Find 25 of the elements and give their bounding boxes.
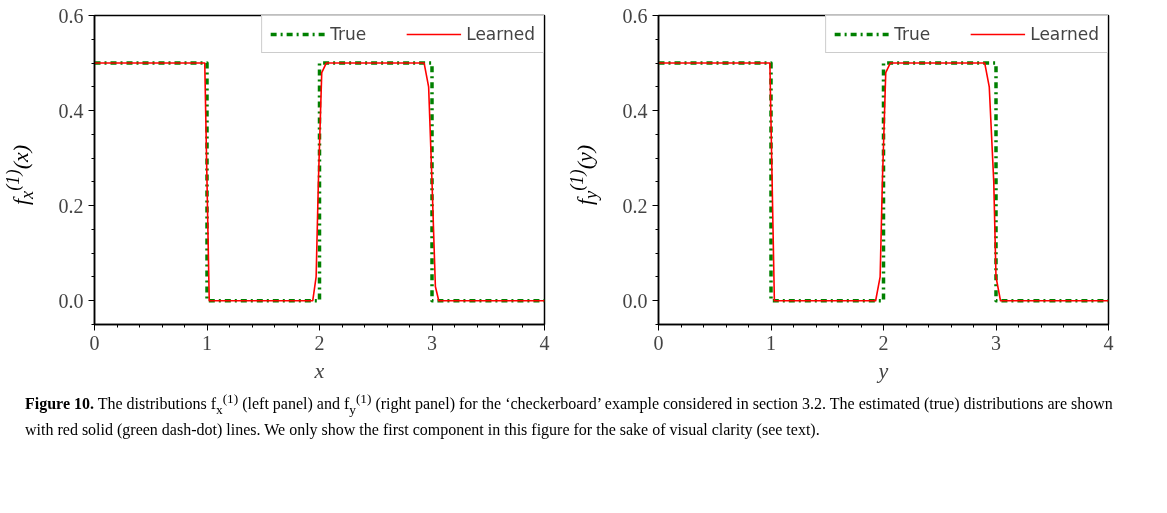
x-tick-label: 0 [89, 331, 100, 354]
legend-label: True [894, 24, 931, 44]
y-tick-label: 0.6 [622, 4, 648, 27]
y-tick-label: 0.6 [58, 4, 84, 27]
x-tick-label: 3 [991, 331, 1001, 354]
y-tick-label: 0.4 [58, 99, 84, 122]
y-tick-label: 0.2 [58, 194, 84, 217]
x-axis-title: x [313, 357, 325, 383]
x-tick-label: 1 [202, 331, 212, 354]
text: Figure 10. The distributions f$_{x}$$^{(1)}$ (left panel) and f$_{y}$$^{(1)}$ (right panel) for the ‘checkerboard’ example considered in section 3.2. The estimated (true) distributions are shown with red solid (green dash-dot) lines. We only show the first component in this figure for the sake of visual clarity (see text). [25, 391, 1113, 438]
legend-label: Learned [466, 24, 535, 44]
y-tick-label: 0.0 [622, 289, 648, 312]
x-tick-label: 4 [1103, 331, 1114, 354]
y-tick-label: 0.0 [58, 289, 84, 312]
x-tick-label: 2 [878, 331, 889, 354]
y-tick-label: 0.4 [622, 99, 648, 122]
y-tick-label: 0.2 [622, 194, 648, 217]
x-tick-label: 2 [314, 331, 325, 354]
x-axis-title: y [876, 357, 889, 383]
x-tick-label: 1 [766, 331, 776, 354]
x-tick-label: 4 [539, 331, 550, 354]
x-tick-label: 0 [653, 331, 664, 354]
legend-label: Learned [1030, 24, 1099, 44]
x-tick-label: 3 [427, 331, 437, 354]
legend-label: True [330, 24, 367, 44]
